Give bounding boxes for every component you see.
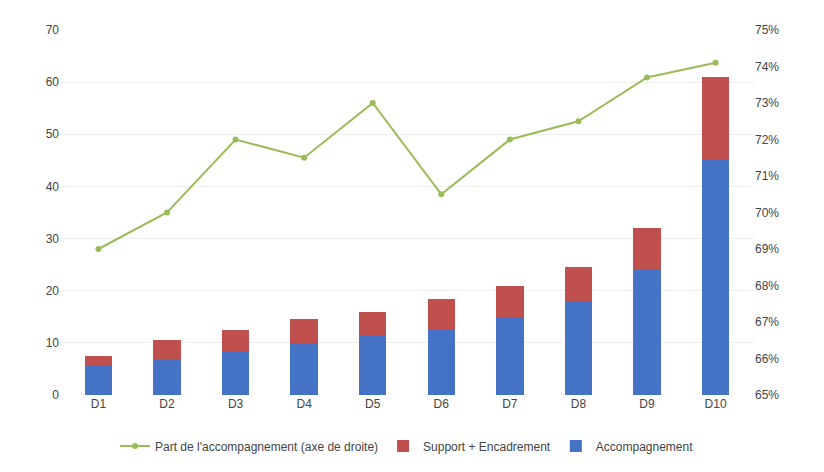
svg-text:70%: 70% [755,206,779,220]
svg-text:30: 30 [46,232,60,246]
svg-text:68%: 68% [755,279,779,293]
svg-text:71%: 71% [755,169,779,183]
svg-text:66%: 66% [755,352,779,366]
svg-text:73%: 73% [755,96,779,110]
svg-text:D8: D8 [571,397,587,411]
svg-text:74%: 74% [755,60,779,74]
svg-text:D10: D10 [705,397,727,411]
svg-text:67%: 67% [755,315,779,329]
svg-text:75%: 75% [755,23,779,37]
svg-text:D9: D9 [639,397,655,411]
svg-text:40: 40 [46,180,60,194]
svg-text:20: 20 [46,284,60,298]
svg-text:72%: 72% [755,133,779,147]
svg-text:D6: D6 [434,397,450,411]
svg-text:D3: D3 [228,397,244,411]
svg-text:Accompagnement: Accompagnement [596,440,693,454]
svg-text:Support + Encadrement: Support + Encadrement [423,440,551,454]
svg-text:D1: D1 [91,397,107,411]
svg-text:Part de l'accompagnement (axe: Part de l'accompagnement (axe de droite) [155,440,378,454]
svg-text:D4: D4 [296,397,312,411]
svg-text:D5: D5 [365,397,381,411]
svg-text:60: 60 [46,75,60,89]
svg-text:10: 10 [46,336,60,350]
svg-text:0: 0 [52,388,59,402]
svg-text:D7: D7 [502,397,518,411]
svg-text:69%: 69% [755,242,779,256]
svg-text:70: 70 [46,23,60,37]
svg-text:65%: 65% [755,388,779,402]
svg-text:50: 50 [46,127,60,141]
svg-text:D2: D2 [159,397,175,411]
